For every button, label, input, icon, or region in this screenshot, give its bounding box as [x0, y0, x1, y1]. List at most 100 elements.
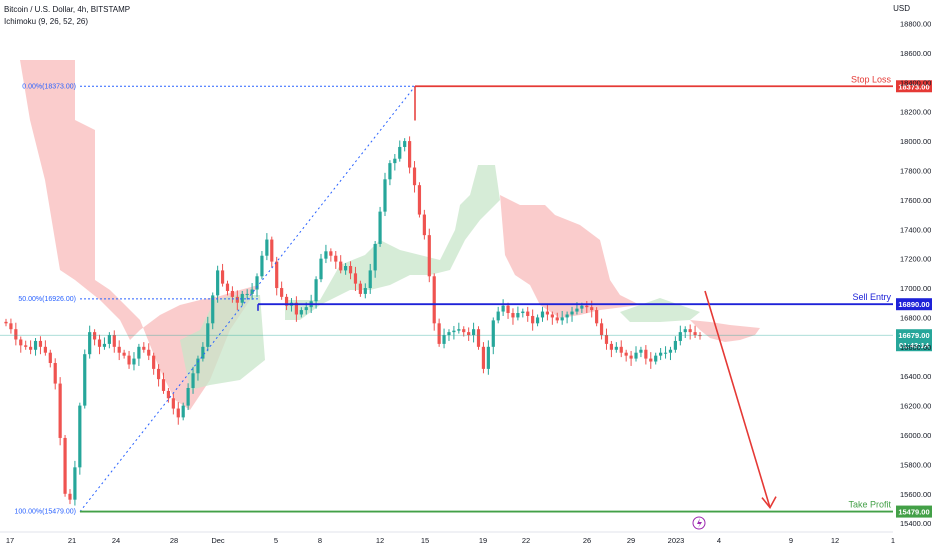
ichimoku-cloud	[20, 60, 760, 410]
candle-body	[570, 311, 574, 315]
current-price-text: 16679.00	[898, 331, 929, 340]
candle-body	[609, 343, 614, 350]
candle-body	[235, 296, 239, 303]
candle-body	[526, 311, 530, 316]
candle-body	[216, 270, 220, 296]
candle-body	[63, 437, 67, 494]
x-tick-label: 21	[68, 536, 76, 545]
sell-entry-price-tag-text: 16890.00	[898, 300, 929, 309]
candle-body	[585, 305, 589, 308]
y-tick-label: 16400.00	[900, 372, 931, 381]
trade-levels: 0.00%(18373.00) 50.00%(16926.00) 100.00%(1…	[0, 74, 932, 518]
candle-body	[378, 211, 382, 244]
current-price-tag	[896, 329, 932, 352]
candle-body	[644, 349, 648, 359]
candle-body	[422, 214, 426, 236]
candle-body	[142, 346, 146, 350]
candle-body	[555, 317, 559, 321]
candle-body	[683, 329, 687, 333]
candle-body	[324, 251, 328, 259]
y-tick-label: 18800.00	[900, 20, 931, 29]
y-tick-label: 17800.00	[900, 166, 931, 175]
x-tick-label: 5	[274, 536, 278, 545]
candle-body	[58, 383, 62, 438]
candle-body	[43, 346, 47, 353]
x-tick-label: 1	[891, 536, 895, 545]
candle-body	[14, 329, 18, 340]
cloud-segment	[690, 320, 760, 342]
stop-loss-price-tag	[896, 80, 932, 93]
candle-body	[225, 283, 230, 291]
candle-body	[186, 387, 190, 406]
candle-body	[127, 355, 131, 365]
symbol-title[interactable]: Bitcoin / U.S. Dollar, 4h, BITSTAMP	[4, 5, 131, 14]
candle-body	[275, 261, 279, 289]
x-tick-label: 9	[789, 536, 793, 545]
x-tick-label: 12	[831, 536, 839, 545]
candle-body	[437, 323, 441, 344]
candle-body	[624, 352, 628, 356]
x-tick-label: 29	[627, 536, 635, 545]
y-tick-label: 17600.00	[900, 196, 931, 205]
candle-body	[373, 243, 377, 271]
x-tick-label: 19	[479, 536, 487, 545]
currency-label: USD	[893, 4, 910, 13]
candle-body	[634, 352, 638, 359]
x-tick-label: 24	[112, 536, 120, 545]
x-tick-label: Dec	[211, 536, 225, 545]
candle-body	[132, 358, 136, 365]
candle-body	[398, 146, 402, 159]
chart-legend: Bitcoin / U.S. Dollar, 4h, BITSTAMP Ichi…	[4, 4, 130, 28]
fib-level-label: 0.00%(18373.00)	[22, 83, 76, 90]
candle-body	[201, 346, 205, 359]
candle-body	[245, 293, 249, 295]
candle-body	[432, 276, 436, 324]
candle-body	[78, 405, 82, 468]
sell-entry-label: Sell Entry	[852, 292, 891, 302]
candle-body	[171, 398, 175, 409]
candle-body	[619, 346, 623, 353]
cloud-segment	[285, 165, 500, 320]
candle-body	[565, 314, 569, 318]
candle-body	[112, 335, 116, 347]
candle-body	[363, 288, 367, 294]
x-tick-label: 8	[318, 536, 322, 545]
candle-body	[29, 346, 33, 350]
y-tick-label: 18000.00	[900, 137, 931, 146]
candle-body	[673, 340, 677, 350]
candle-body	[560, 317, 564, 321]
candle-body	[535, 317, 540, 324]
candle-body	[368, 270, 372, 289]
candle-body	[639, 349, 643, 353]
candle-body	[649, 358, 653, 362]
candle-body	[521, 311, 525, 314]
candle-body	[678, 332, 682, 341]
candle-body	[122, 352, 126, 356]
candle-body	[348, 266, 353, 274]
candle-body	[693, 332, 697, 336]
candle-body	[408, 141, 412, 168]
candle-body	[33, 340, 38, 350]
y-tick-label: 15600.00	[900, 490, 931, 499]
candle-body	[9, 323, 13, 330]
candle-body	[447, 332, 451, 336]
candle-body	[427, 235, 431, 277]
y-tick-label: 16800.00	[900, 313, 931, 322]
candle-body	[452, 330, 456, 333]
candle-body	[137, 346, 141, 359]
candle-body	[481, 346, 486, 369]
cloud-segment	[180, 295, 265, 390]
candle-body	[595, 310, 599, 324]
y-tick-label: 16200.00	[900, 402, 931, 411]
candle-body	[688, 329, 692, 333]
y-tick-label: 17000.00	[900, 284, 931, 293]
x-tick-label: 15	[421, 536, 429, 545]
lightning-icon-glyph	[697, 518, 702, 528]
candle-body	[654, 355, 658, 362]
candle-body	[462, 329, 466, 333]
candle-body	[147, 349, 151, 356]
indicator-label[interactable]: Ichimoku (9, 26, 52, 26)	[4, 17, 89, 26]
y-tick-label: 15800.00	[900, 460, 931, 469]
